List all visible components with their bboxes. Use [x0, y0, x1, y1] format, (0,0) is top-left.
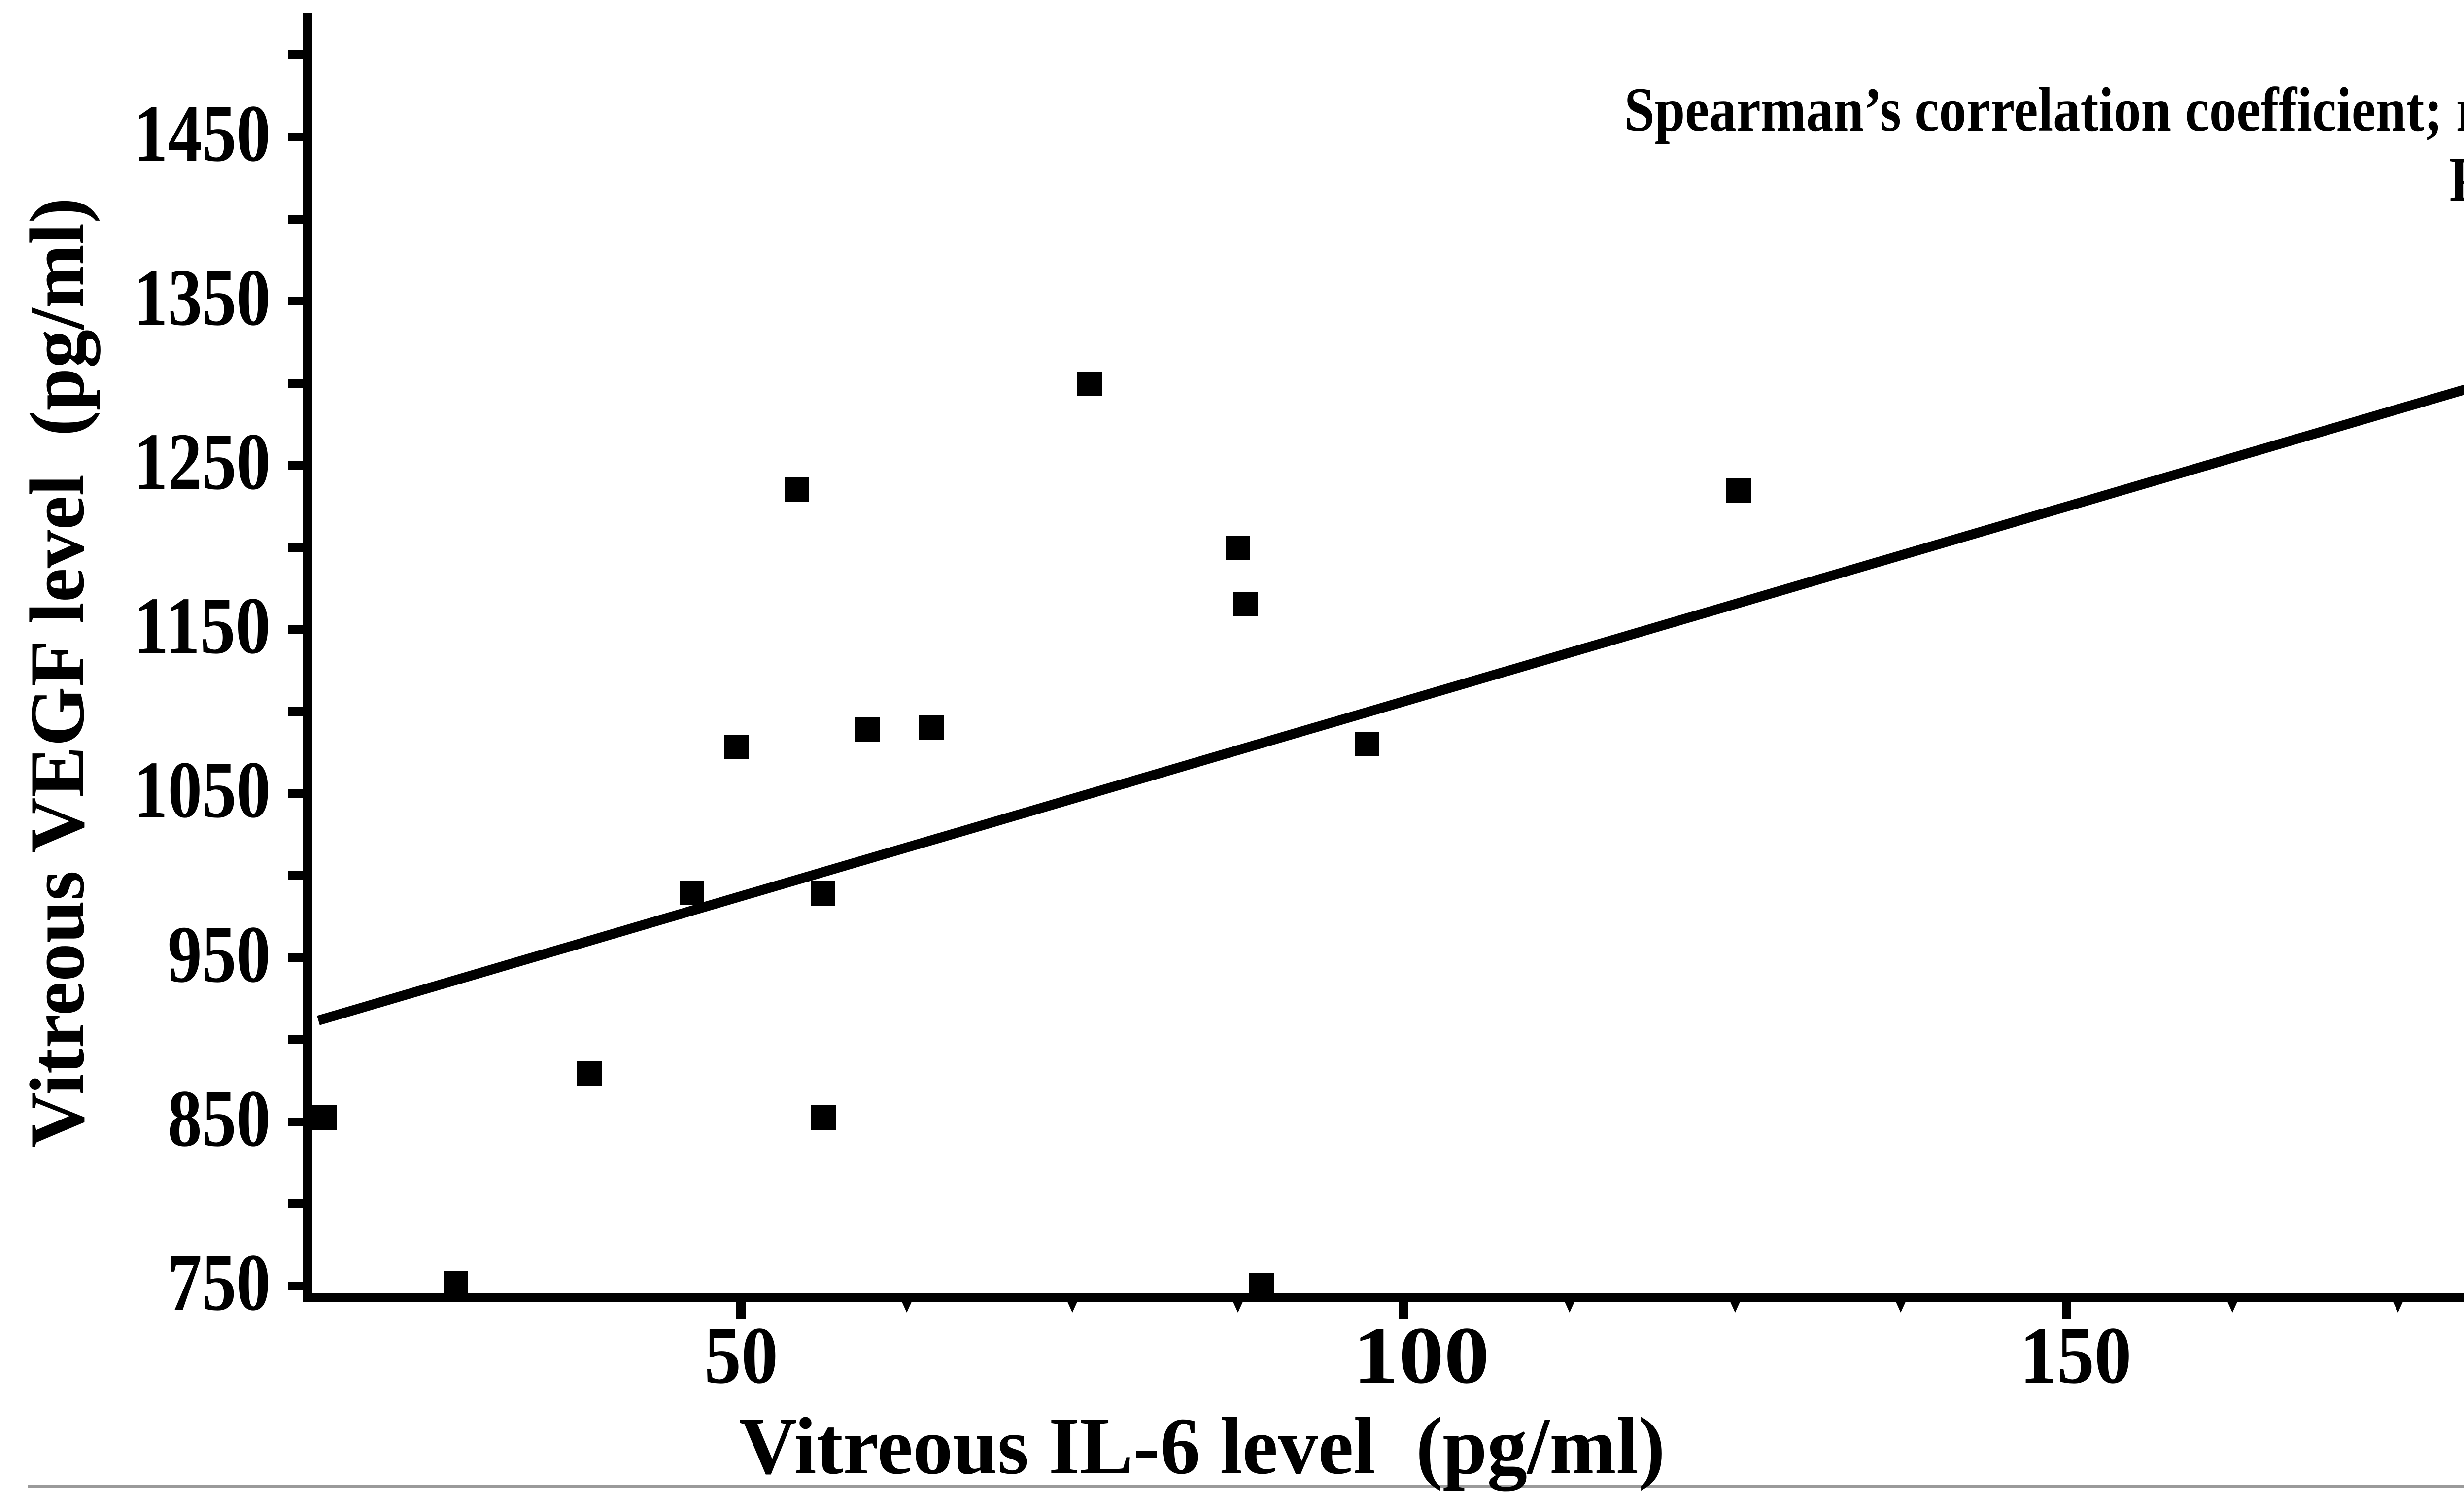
svg-text:50: 50	[704, 1310, 778, 1400]
svg-text:850: 850	[168, 1073, 271, 1163]
svg-text:950: 950	[168, 909, 271, 999]
svg-text:750: 750	[168, 1237, 271, 1327]
svg-text:1050: 1050	[134, 745, 271, 835]
svg-text:Vitreous IL-6 level (pg/ml): Vitreous IL-6 level (pg/ml)	[739, 1401, 1665, 1492]
svg-text:1350: 1350	[134, 252, 271, 342]
svg-text:100: 100	[1353, 1310, 1490, 1400]
svg-text:1450: 1450	[134, 88, 271, 178]
svg-text:Spearman’s correlation coeffic: Spearman’s correlation coefficient; r = …	[1624, 75, 2464, 144]
svg-text:1250: 1250	[134, 416, 271, 507]
svg-text:150: 150	[2020, 1310, 2132, 1400]
svg-text:Vitreous VEGF level (pg/ml): Vitreous VEGF level (pg/ml)	[14, 198, 101, 1148]
svg-text:P = 0.0087: P = 0.0087	[2449, 144, 2464, 214]
svg-text:1150: 1150	[134, 580, 271, 671]
